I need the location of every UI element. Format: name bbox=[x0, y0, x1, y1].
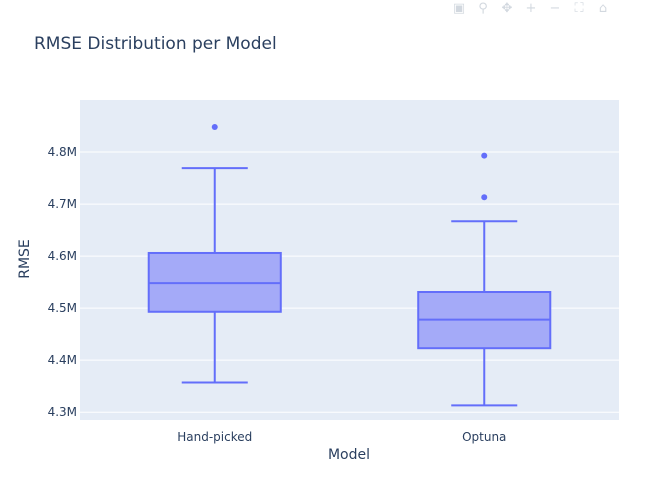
y-tick-label: 4.6M bbox=[48, 249, 77, 263]
zoom-icon[interactable]: ⚲ bbox=[478, 1, 488, 16]
y-tick-label: 4.4M bbox=[48, 353, 77, 367]
box-optuna bbox=[417, 152, 552, 407]
camera-icon[interactable]: ▣ bbox=[452, 1, 466, 16]
y-tick-label: 4.5M bbox=[48, 301, 77, 315]
modebar: ▣ ⚲ ✥ + − ⛶ ⌂ bbox=[452, 2, 610, 16]
x-axis-title: Model bbox=[328, 447, 370, 463]
outlier-point bbox=[481, 152, 488, 159]
x-axis-ticks: Hand-picked Optuna bbox=[177, 430, 506, 444]
outlier-point bbox=[211, 124, 218, 131]
x-tick-label: Hand-picked bbox=[177, 430, 252, 444]
y-axis-ticks: 4.3M 4.4M 4.5M 4.6M 4.7M 4.8M bbox=[48, 145, 77, 419]
box-hand-picked bbox=[147, 124, 282, 384]
y-tick-label: 4.3M bbox=[48, 405, 77, 419]
outlier-point bbox=[481, 194, 488, 201]
boxes bbox=[147, 124, 552, 407]
y-tick-label: 4.8M bbox=[48, 145, 77, 159]
y-axis-title: RMSE bbox=[17, 239, 33, 279]
reset-icon[interactable]: ⌂ bbox=[598, 1, 608, 16]
zoom-in-icon[interactable]: + bbox=[525, 1, 537, 16]
y-tick-label: 4.7M bbox=[48, 197, 77, 211]
pan-icon[interactable]: ✥ bbox=[501, 1, 513, 16]
x-tick-label: Optuna bbox=[462, 430, 506, 444]
zoom-out-icon[interactable]: − bbox=[549, 1, 561, 16]
autoscale-icon[interactable]: ⛶ bbox=[574, 1, 584, 16]
chart-title: RMSE Distribution per Model bbox=[34, 34, 277, 54]
